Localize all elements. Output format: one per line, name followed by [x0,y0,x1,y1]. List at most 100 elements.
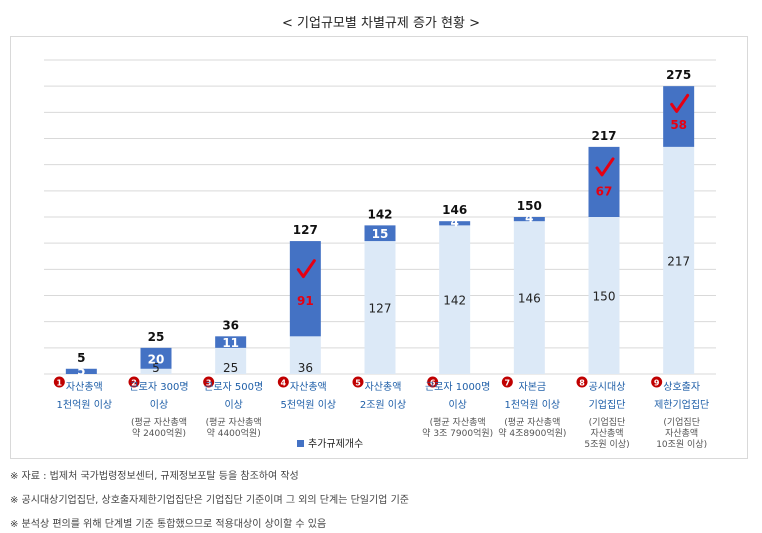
category-label: 이상 [448,399,466,411]
bar-added-label: 20 [148,352,165,366]
bar-added-segment [663,86,695,147]
category-label: 근로자 1000명 [425,381,490,393]
category-sublabel: 약 2400억원) [132,427,186,439]
bar-added-label: 67 [596,184,613,198]
category-label: 자산총액 [66,381,103,393]
category-label: 5천억원 이상 [281,399,337,411]
category-number: 2 [131,379,137,388]
bar-added-label: 11 [222,336,239,350]
category-label: 이상 [224,399,242,411]
bar-added-label: 5 [77,364,85,378]
category-number-badge [53,376,65,388]
bar-base-segment [439,225,471,374]
category-label: 공시대상 [589,381,626,393]
category-label: 2조원 이상 [360,399,406,411]
bar-added-segment [439,221,471,226]
category-number-badge [651,376,663,388]
category-number: 8 [579,379,585,388]
bar-total-label: 150 [517,199,542,213]
bar-base-label: 150 [593,290,616,304]
category-sublabel: 약 4조8900억원) [498,427,566,439]
category-number-badge [352,376,364,388]
category-sublabel: 자산총액 [665,427,698,439]
category-number: 6 [430,379,436,388]
category-sublabel: (평균 자산총액 [430,416,486,428]
category-number: 1 [57,379,63,388]
bar-added-label: 15 [372,227,389,241]
bar-base-segment [588,217,620,374]
note-merged-criteria: ※ 분석상 편의를 위해 단계별 기준 통합했으므로 적용대상이 상이할 수 있… [10,519,327,530]
bar-added-segment [588,146,620,217]
bar-total-label: 275 [666,68,691,82]
bar-base-label: 146 [518,292,541,306]
category-number: 9 [654,379,660,388]
chart-title: < 기업규모별 차별규제 증가 현황 > [282,16,480,31]
category-label: 제한기업집단 [654,398,709,411]
bar-added-segment [364,225,396,242]
bar-added-label: 91 [297,294,314,308]
category-number: 4 [281,379,287,388]
category-label: 근로자 300명 [129,381,188,393]
note-source: ※ 자료 : 법제처 국가법령정보센터, 규제정보포탈 등을 참조하여 작성 [10,471,299,482]
bar-total-label: 36 [222,318,239,332]
category-sublabel: (기업집단 [663,416,700,428]
category-sublabel: 약 3조 7900억원) [422,427,493,439]
category-label: 자산총액 [365,381,402,393]
category-sublabel: (기업집단 [589,416,626,428]
category-label: 이상 [150,399,168,411]
bar-base-segment [364,241,396,374]
category-sublabel: (평균 자산총액 [206,416,262,428]
bar-added-label: 4 [525,211,533,225]
bar-added-segment [140,347,172,369]
bar-total-label: 127 [293,223,318,237]
bar-added-segment [215,336,247,348]
category-sublabel: (평균 자산총액 [131,416,187,428]
bar-added-label: 58 [670,118,687,132]
note-group-basis: ※ 공시대상기업집단, 상호출자제한기업집단은 기업집단 기준이며 그 외의 단… [10,495,409,506]
category-sublabel: (평균 자산총액 [504,416,560,428]
bar-base-segment [513,221,545,374]
bar-base-label: 127 [369,302,392,316]
category-number-badge [277,376,289,388]
bar-base-segment [663,146,695,374]
bar-base-label: 25 [223,361,238,375]
category-number-badge [128,376,140,388]
category-number: 3 [206,379,212,388]
category-label: 1천억원 이상 [505,399,561,411]
bar-added-segment [289,241,321,337]
bar-base-segment [215,347,247,374]
bar-base-label: 5 [152,361,160,375]
category-label: 자산총액 [290,381,327,393]
bar-total-label: 146 [442,203,467,217]
bar-added-label: 4 [450,215,458,229]
bar-added-segment [65,368,97,374]
bar-total-label: 142 [367,207,392,221]
legend-label: 추가규제개수 [308,438,363,450]
bar-added-segment [513,217,545,222]
chart-area [10,36,748,459]
check-mark-icon [296,259,316,279]
legend-swatch [297,440,304,447]
category-number: 7 [505,379,511,388]
category-number-badge [576,376,588,388]
category-label: 기업집단 [589,398,626,411]
bar-base-segment [140,368,172,374]
bar-base-label: 217 [667,254,690,268]
category-label: 근로자 500명 [204,381,263,393]
category-label: 1천억원 이상 [57,399,113,411]
category-sublabel: 약 4400억원) [207,427,261,439]
category-number-badge [501,376,513,388]
check-mark-icon [595,157,615,177]
bar-base-label: 142 [443,294,466,308]
category-number: 5 [355,379,361,388]
bar-total-label: 25 [148,330,165,344]
category-number-badge [203,376,215,388]
bar-total-label: 5 [77,351,85,365]
bar-total-label: 217 [591,129,616,143]
category-label: 자본금 [519,381,547,393]
category-label: 상호출자 [663,381,700,393]
check-mark-icon [670,93,690,113]
category-sublabel: 자산총액 [590,427,623,439]
category-sublabel: 10조원 이상) [656,439,707,450]
